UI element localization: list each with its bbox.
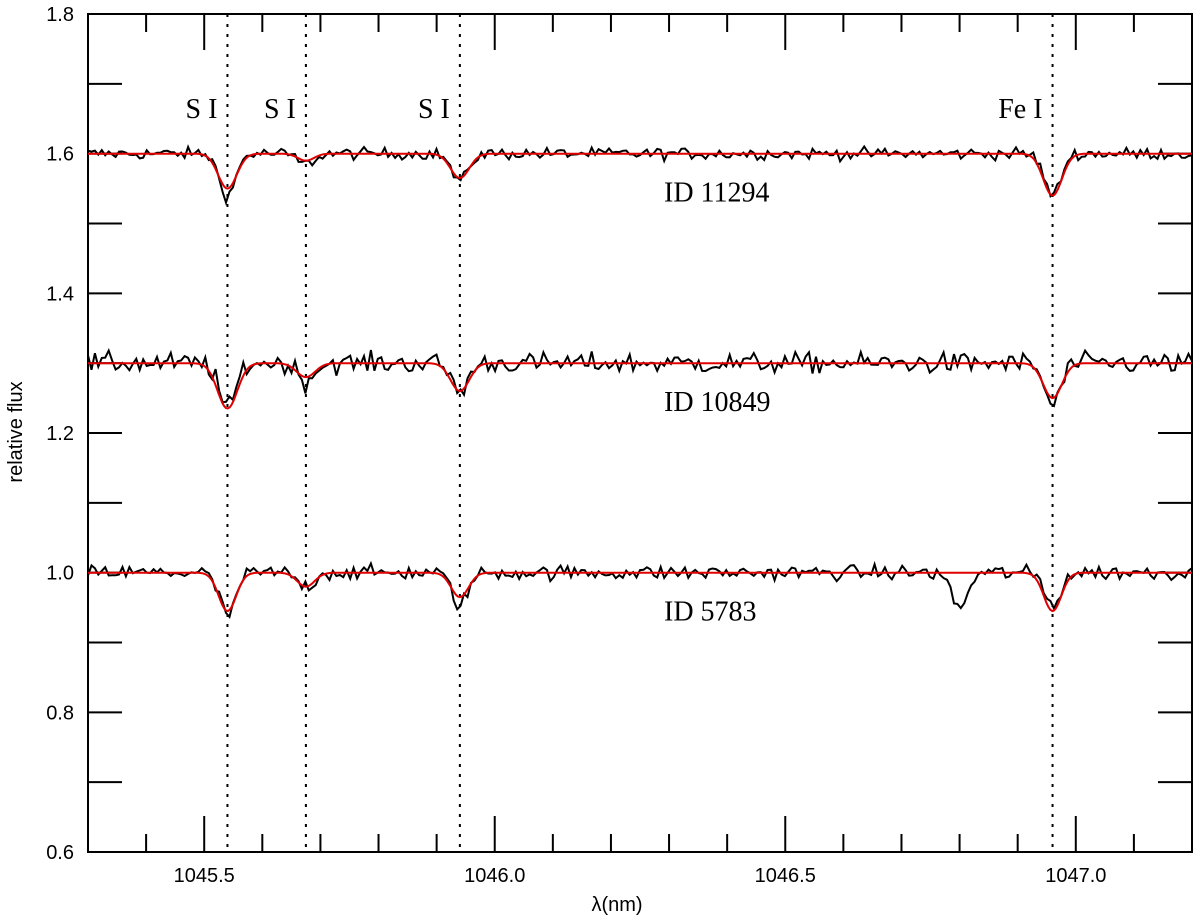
y-tick-label: 1.4 [46,283,74,305]
y-axis-label: relative flux [5,381,27,482]
series-group: ID 11294 ID 10849 ID 5783 [87,144,1193,628]
model-spectrum [88,152,1192,197]
observed-spectrum [87,348,1193,408]
x-tick-label: 1046.5 [755,865,816,887]
x-tick-label: 1047.0 [1045,865,1106,887]
y-tick-label: 0.8 [46,702,74,724]
plot-area [87,13,1193,853]
x-tick-label: 1045.5 [174,865,235,887]
model-spectrum [88,571,1192,613]
line-marker-label: Fe I [998,94,1042,125]
line-marker-label: S I [264,94,296,125]
y-tick-label: 1.6 [46,144,74,166]
x-tick-label: 1046.0 [464,865,525,887]
y-tick-label: 1.0 [46,563,74,585]
line-marker-label: S I [418,94,450,125]
observed-spectrum [87,560,1193,619]
series-label: ID 11294 [664,178,770,209]
y-tick-label: 0.6 [46,842,74,864]
observed-spectrum [87,144,1193,206]
line-marker-label: S I [186,94,218,125]
plot-frame [87,13,1193,853]
y-tick-label: 1.2 [46,423,74,445]
line-markers: S I S I S I Fe I [186,14,1054,852]
x-axis-label: λ(nm) [591,894,642,916]
model-spectrum [88,362,1192,410]
series-label: ID 10849 [664,387,771,418]
axis-ticks: 0.6 0.8 1.0 1.2 1.4 1.6 1.8 1045.5 1046.0 1046.5 1… [46,4,1193,887]
series-label: ID 5783 [664,597,757,628]
y-tick-label: 1.8 [46,4,74,26]
